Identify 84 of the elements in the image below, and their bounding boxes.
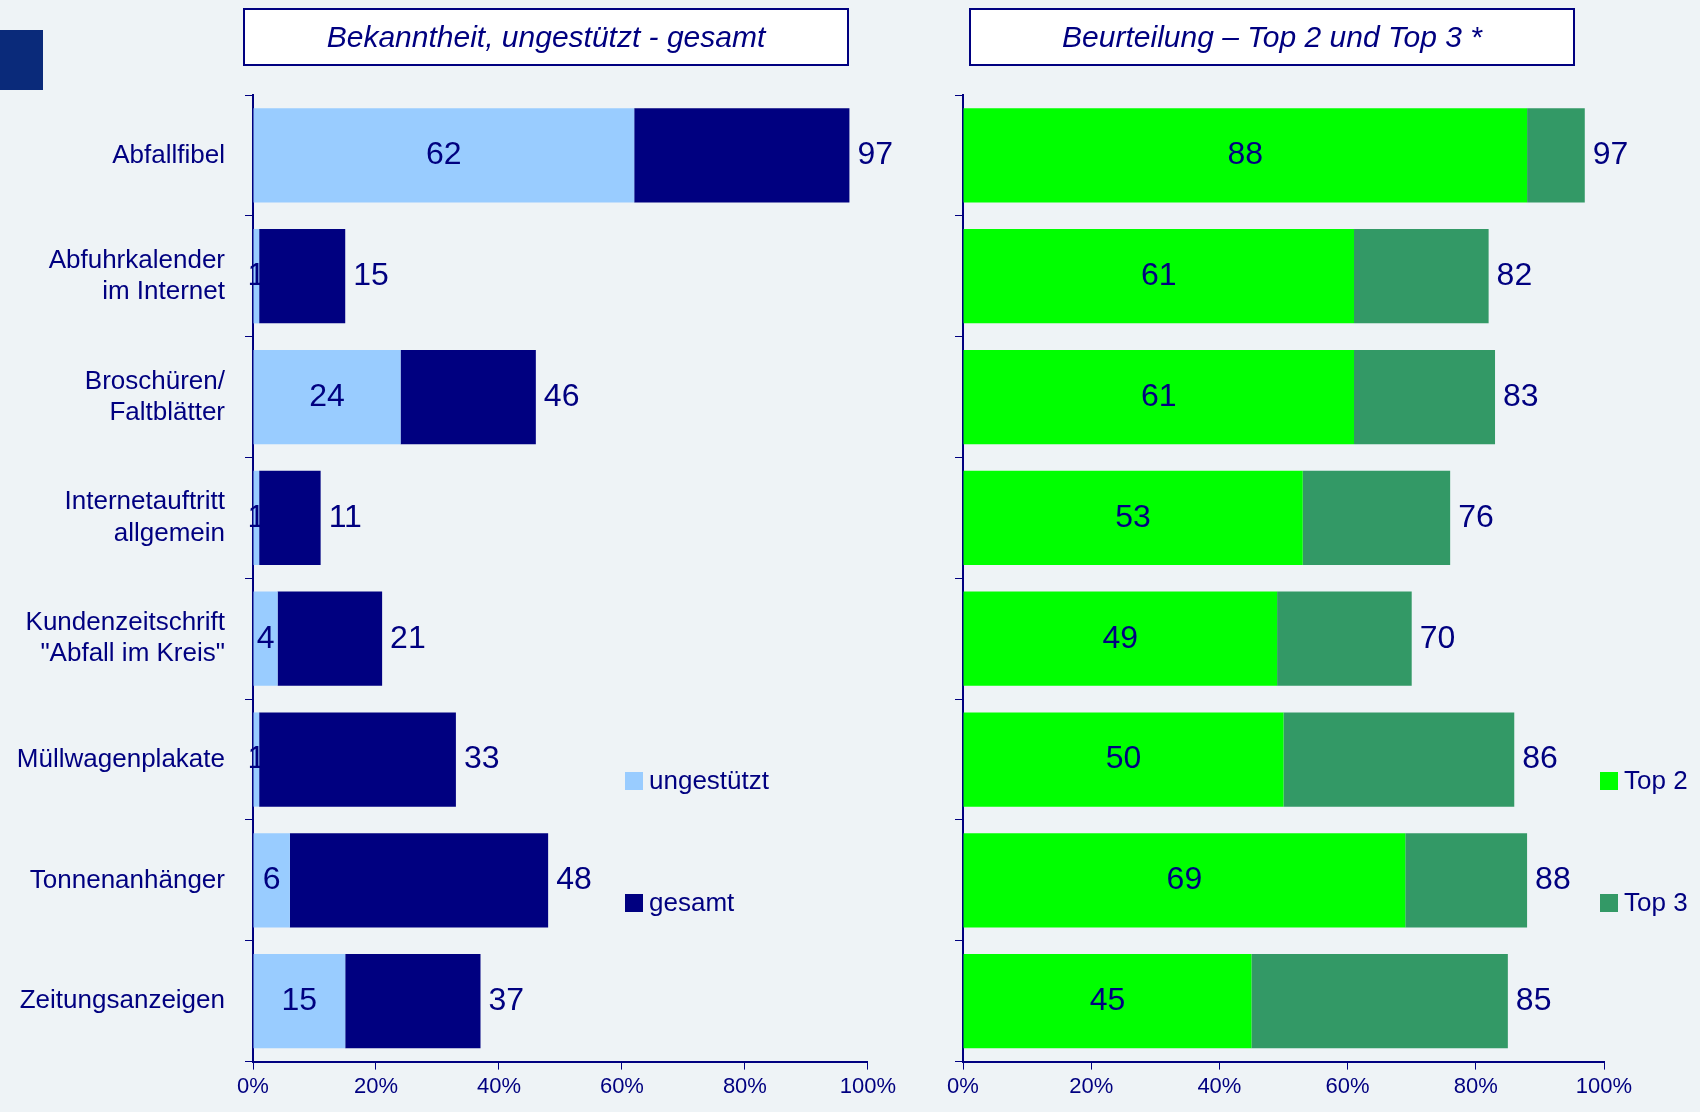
y-tick-label: Müllwagenplakate	[16, 742, 225, 773]
total-label: 85	[1515, 981, 1552, 1018]
x-tick-label: 0%	[237, 1072, 269, 1098]
x-tick-label: 60%	[1325, 1072, 1370, 1098]
bar	[277, 591, 383, 686]
x-tick-label: 80%	[722, 1072, 767, 1098]
bar	[963, 833, 1406, 928]
bar	[963, 349, 1355, 445]
total-label: 76	[1458, 497, 1494, 534]
bar	[253, 591, 278, 686]
total-label: 70	[1419, 618, 1456, 655]
bar	[1405, 833, 1528, 928]
y-tick-label: Internetauftritt allgemein	[64, 485, 226, 547]
x-tick-label: 20%	[1069, 1072, 1114, 1098]
bar	[259, 229, 346, 324]
bar	[963, 229, 1355, 324]
chart-title: Beurteilung – Top 2 und Top 3 *	[969, 8, 1575, 66]
total-label: 48	[556, 860, 592, 897]
bar	[1251, 954, 1508, 1049]
bar	[1527, 108, 1585, 203]
bar	[963, 108, 1528, 203]
bar	[253, 954, 346, 1049]
total-label: 11	[328, 497, 362, 534]
total-label: 97	[1592, 135, 1629, 172]
bar	[253, 108, 635, 203]
y-tick-label: Broschüren/ Faltblätter	[84, 364, 226, 426]
data-label: 61	[1140, 256, 1177, 293]
x-tick-label: 40%	[1197, 1072, 1242, 1098]
total-label: 33	[463, 739, 500, 776]
x-tick-label: 80%	[1453, 1072, 1498, 1098]
total-label: 21	[390, 618, 426, 655]
x-tick-label: 0%	[947, 1072, 979, 1098]
total-label: 82	[1496, 256, 1533, 293]
data-label: 45	[1089, 981, 1126, 1018]
y-tick-label: Zeitungsanzeigen	[19, 984, 225, 1015]
legend-label: gesamt	[649, 887, 735, 918]
data-label: 15	[281, 981, 318, 1018]
x-tick-label: 100%	[1575, 1072, 1633, 1098]
data-label: 62	[426, 135, 462, 172]
y-tick-label: Abfallfibel	[112, 138, 225, 169]
data-label: 49	[1102, 618, 1139, 655]
data-label: 61	[1140, 376, 1177, 413]
bar	[1302, 470, 1451, 566]
bar	[345, 954, 481, 1049]
y-tick-label: Tonnenanhänger	[29, 863, 226, 894]
y-tick-label: Abfuhrkalender im Internet	[48, 243, 226, 306]
x-tick-label: 60%	[599, 1072, 644, 1098]
bar	[400, 349, 536, 445]
bar	[259, 470, 321, 566]
bar	[289, 833, 549, 928]
bar	[963, 712, 1284, 807]
total-label: 37	[488, 981, 525, 1018]
y-tick-label: Kundenzeitschrift "Abfall im Kreis"	[25, 606, 226, 668]
chart-title: Bekanntheit, ungestützt - gesamt	[243, 8, 849, 66]
legend-label: Top 3	[1624, 887, 1688, 918]
x-tick-label: 40%	[476, 1072, 521, 1098]
bar	[253, 349, 401, 445]
data-label: 53	[1115, 497, 1151, 534]
bar	[1354, 229, 1489, 324]
x-tick-label: 20%	[353, 1072, 398, 1098]
bar	[963, 470, 1303, 566]
bar	[1354, 349, 1496, 445]
total-label: 86	[1522, 739, 1558, 776]
bar	[963, 954, 1252, 1049]
data-label: 88	[1227, 135, 1264, 172]
legend-label: Top 2	[1624, 765, 1688, 796]
total-label: 46	[543, 376, 580, 413]
legend-label: ungestützt	[649, 765, 769, 796]
x-tick-label: 100%	[839, 1072, 897, 1098]
data-label: 6	[262, 860, 281, 897]
bar	[634, 108, 850, 203]
total-label: 97	[857, 135, 894, 172]
data-label: 69	[1166, 860, 1203, 897]
bar	[259, 712, 456, 807]
bar	[1283, 712, 1515, 807]
data-label: 24	[309, 376, 345, 413]
data-label: 4	[256, 618, 275, 655]
data-label: 50	[1105, 739, 1142, 776]
bar	[253, 833, 290, 928]
bar	[963, 591, 1278, 686]
total-label: 88	[1535, 860, 1571, 897]
bar	[1277, 591, 1412, 686]
total-label: 15	[353, 256, 389, 293]
total-label: 83	[1503, 376, 1539, 413]
